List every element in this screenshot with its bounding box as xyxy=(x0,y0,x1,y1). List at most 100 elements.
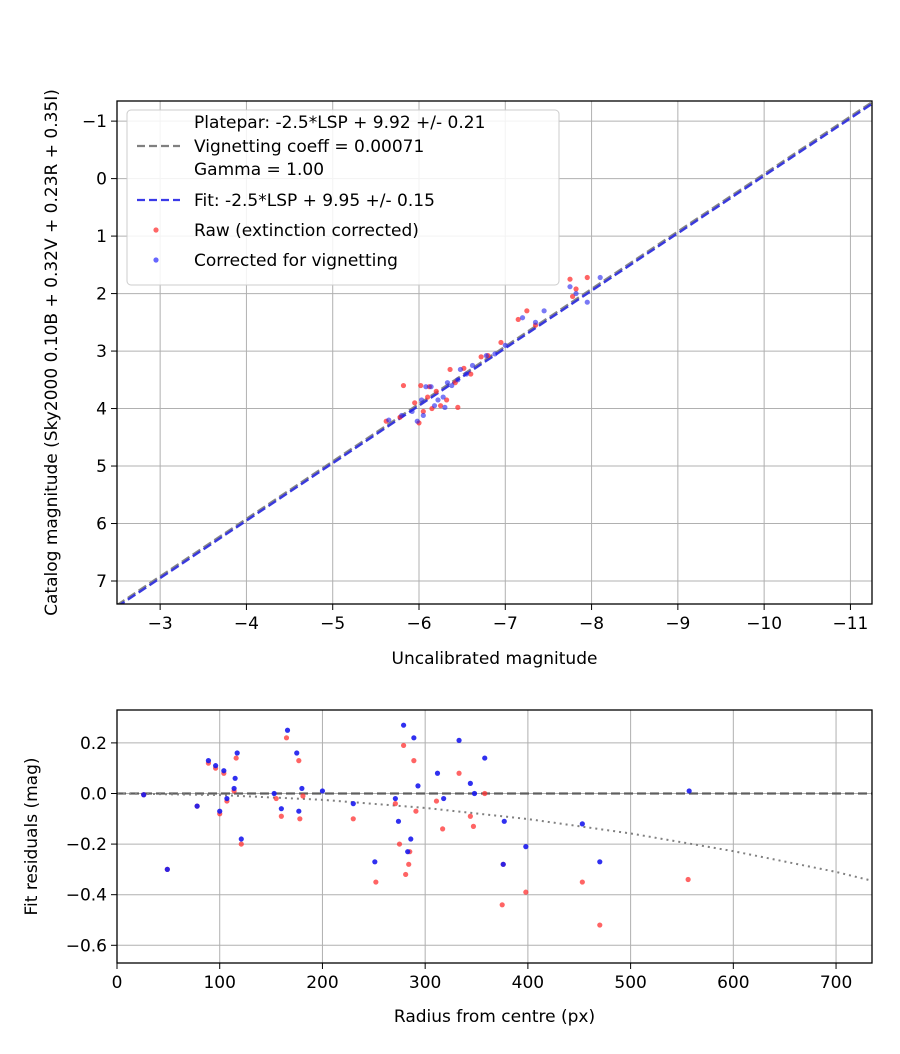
raw-point xyxy=(524,308,530,314)
legend: Platepar: -2.5*LSP + 9.92 +/- 0.21 Vignet… xyxy=(126,109,560,286)
corrected-point xyxy=(482,755,488,761)
corrected-point xyxy=(573,290,579,297)
corrected-point xyxy=(483,353,489,359)
corrected-point xyxy=(541,308,547,314)
x-tick-label: 500 xyxy=(614,973,646,993)
corrected-point xyxy=(434,770,441,776)
corrected-point xyxy=(492,351,498,357)
raw-point xyxy=(297,816,303,822)
y-tick-label: 0.2 xyxy=(80,734,107,754)
bottom-reference-lines xyxy=(117,792,872,882)
corrected-point xyxy=(471,790,478,797)
raw-point xyxy=(406,861,412,867)
raw-point xyxy=(498,339,504,346)
raw-point xyxy=(584,274,590,281)
raw-point xyxy=(468,371,474,377)
corrected-point xyxy=(567,284,573,290)
corrected-point xyxy=(296,808,302,814)
raw-point xyxy=(515,316,521,323)
corrected-point xyxy=(217,808,223,814)
legend-label: Raw (extinction corrected) xyxy=(194,221,419,241)
corrected-point xyxy=(523,844,529,850)
corrected-point xyxy=(463,371,470,377)
raw-point xyxy=(420,408,426,415)
y-tick-label: 3 xyxy=(96,342,107,362)
legend-label: Gamma = 1.00 xyxy=(194,160,324,180)
x-tick-label: −9 xyxy=(665,614,690,634)
corrected-point xyxy=(205,758,212,764)
corrected-point xyxy=(418,397,425,403)
raw-point xyxy=(400,742,407,749)
raw-point xyxy=(412,400,418,406)
corrected-point xyxy=(399,412,405,419)
corrected-point xyxy=(409,408,415,415)
corrected-point xyxy=(428,384,434,390)
corrected-point xyxy=(442,404,448,410)
legend-label: Fit: -2.5*LSP + 9.95 +/- 0.15 xyxy=(194,191,435,211)
legend-label: Corrected for vignetting xyxy=(194,251,398,271)
corrected-point xyxy=(431,403,438,409)
corrected-point xyxy=(194,803,200,809)
y-tick-label: −0.2 xyxy=(66,835,107,855)
x-tick-label: −7 xyxy=(493,614,518,634)
corrected-point xyxy=(449,382,455,389)
x-tick-label: −11 xyxy=(832,614,868,634)
corrected-point xyxy=(469,362,476,369)
corrected-point xyxy=(597,859,603,865)
corrected-point xyxy=(423,384,429,390)
raw-point xyxy=(425,394,431,400)
x-tick-label: 100 xyxy=(203,973,235,993)
corrected-point xyxy=(234,750,240,756)
raw-point xyxy=(411,758,417,764)
raw-point xyxy=(482,790,488,797)
line-fit xyxy=(119,102,872,604)
x-tick-label: −5 xyxy=(320,614,345,634)
bottom-y-ticks: 0.2 0.0 −0.2 −0.4 −0.6 xyxy=(66,734,117,956)
x-tick-label: −4 xyxy=(234,614,259,634)
corrected-point xyxy=(408,836,414,842)
corrected-point xyxy=(444,380,451,386)
bottom-grid xyxy=(116,710,872,963)
corrected-point xyxy=(597,274,603,281)
legend-items: Platepar: -2.5*LSP + 9.92 +/- 0.21 Vignet… xyxy=(137,113,485,271)
corrected-point xyxy=(372,859,378,865)
raw-point xyxy=(418,382,424,389)
raw-point xyxy=(440,826,446,832)
corrected-point xyxy=(435,397,441,403)
corrected-point xyxy=(440,394,446,400)
corrected-point xyxy=(532,319,539,325)
corrected-point xyxy=(392,795,398,802)
raw-point xyxy=(523,889,529,895)
x-tick-label: −10 xyxy=(746,614,782,634)
corrected-point xyxy=(221,768,227,774)
raw-point xyxy=(350,816,356,822)
raw-point xyxy=(238,841,244,847)
x-tick-label: −8 xyxy=(579,614,604,634)
x-tick-label: 200 xyxy=(306,973,338,993)
y-tick-label: 1 xyxy=(96,227,107,247)
corrected-point xyxy=(405,849,411,855)
raw-point xyxy=(573,286,579,292)
corrected-point xyxy=(456,737,462,743)
corrected-point xyxy=(457,366,464,373)
raw-point xyxy=(447,366,453,373)
raw-point xyxy=(478,354,484,360)
bottom-scatter-points xyxy=(141,722,692,928)
raw-point xyxy=(283,735,290,741)
corrected-point xyxy=(213,763,219,769)
raw-point xyxy=(567,276,573,282)
y-tick-label: −0.6 xyxy=(66,936,107,956)
corrected-point xyxy=(284,727,291,733)
raw-point xyxy=(373,879,379,885)
raw-point xyxy=(455,404,461,410)
corrected-point xyxy=(238,836,244,842)
legend-label: Vignetting coeff = 0.00071 xyxy=(194,137,424,157)
corrected-point xyxy=(319,788,326,794)
raw-point xyxy=(433,798,440,804)
top-fit-lines xyxy=(117,101,872,604)
raw-point xyxy=(597,922,603,928)
corrected-point xyxy=(455,377,461,383)
corrected-point xyxy=(414,418,420,424)
